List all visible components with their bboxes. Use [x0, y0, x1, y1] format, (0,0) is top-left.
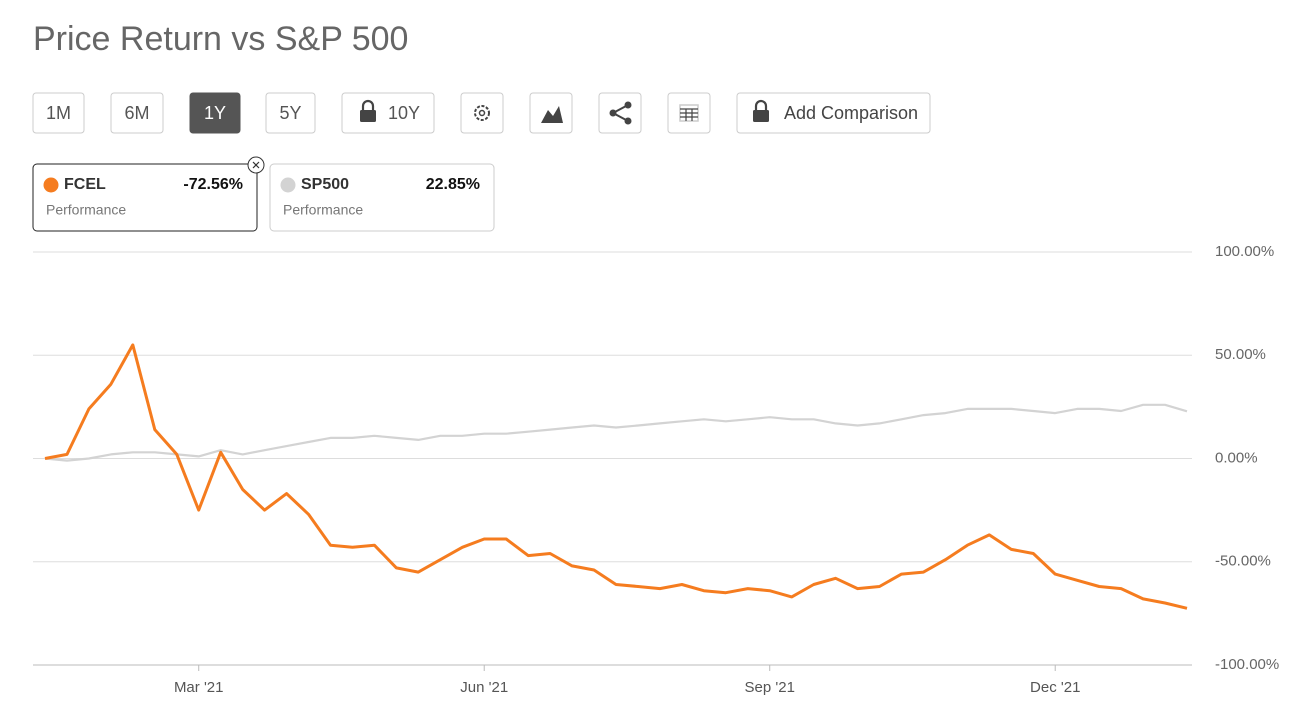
legend-change: -72.56%	[183, 176, 243, 193]
button-label: Add Comparison	[784, 103, 918, 123]
range-button[interactable]: 1M	[32, 92, 85, 134]
chart-type-button[interactable]	[529, 92, 573, 134]
y-tick-label: 100.00%	[1215, 243, 1274, 260]
x-tick-label: Jun '21	[460, 679, 508, 696]
button-label: 1Y	[204, 103, 226, 123]
y-tick-label: 0.00%	[1215, 449, 1258, 466]
x-tick-label: Dec '21	[1030, 679, 1080, 696]
y-tick-label: -100.00%	[1215, 656, 1279, 673]
button-label: 1M	[46, 103, 71, 123]
chart-title: Price Return vs S&P 500	[33, 20, 408, 58]
settings-button[interactable]	[460, 92, 504, 134]
button-label: 6M	[124, 103, 149, 123]
button-bg	[32, 92, 85, 134]
add-comparison-button[interactable]: Add Comparison	[736, 92, 931, 134]
legend-name: FCEL	[64, 176, 106, 193]
remove-x	[252, 161, 260, 169]
button-bg	[110, 92, 164, 134]
legend-change: 22.85%	[426, 176, 480, 193]
x-tick-label: Mar '21	[174, 679, 224, 696]
card-bg	[32, 163, 258, 232]
button-bg	[265, 92, 316, 134]
lock-body	[753, 110, 769, 122]
lock-shackle	[361, 99, 375, 110]
y-tick-label: -50.00%	[1215, 553, 1271, 570]
table-button[interactable]	[667, 92, 711, 134]
series-line	[44, 343, 1188, 610]
legend: FCEL -72.56% Performance SP500 22.85% Perform…	[32, 156, 495, 232]
x-tick-label: Sep '21	[745, 679, 795, 696]
plot: 100.00% 50.00% 0.00% -50.00% -100.00% Mar '21…	[33, 243, 1279, 696]
legend-card[interactable]: FCEL -72.56% Performance	[32, 156, 265, 232]
range-button[interactable]: 5Y	[265, 92, 316, 134]
button-bg	[189, 92, 241, 134]
range-button[interactable]: 6M	[110, 92, 164, 134]
legend-swatch	[43, 177, 59, 193]
button-label: 5Y	[279, 103, 301, 123]
lock-body	[360, 110, 376, 122]
legend-name: SP500	[301, 176, 349, 193]
share-button[interactable]	[598, 92, 642, 134]
legend-card[interactable]: SP500 22.85% Performance	[269, 163, 495, 232]
button-bg	[736, 92, 931, 134]
button-label: 10Y	[388, 103, 420, 123]
card-bg	[269, 163, 495, 232]
series-line	[44, 403, 1188, 462]
legend-caption: Performance	[46, 202, 126, 218]
legend-caption: Performance	[283, 202, 363, 218]
range-button[interactable]: 10Y	[341, 92, 435, 134]
legend-swatch	[280, 177, 296, 193]
toolbar: 1M 6M 1Y 5Y 10Y Add Comparison	[32, 92, 931, 134]
range-button[interactable]: 1Y	[189, 92, 241, 134]
remove-button[interactable]	[247, 156, 265, 174]
lock-shackle	[754, 99, 768, 110]
y-tick-label: 50.00%	[1215, 346, 1266, 363]
